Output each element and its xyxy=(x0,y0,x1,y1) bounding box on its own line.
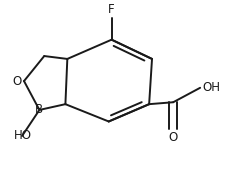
Text: HO: HO xyxy=(14,129,32,142)
Text: O: O xyxy=(13,75,22,88)
Text: O: O xyxy=(168,131,177,144)
Text: B: B xyxy=(35,103,43,116)
Text: F: F xyxy=(108,3,114,16)
Text: OH: OH xyxy=(201,81,219,94)
